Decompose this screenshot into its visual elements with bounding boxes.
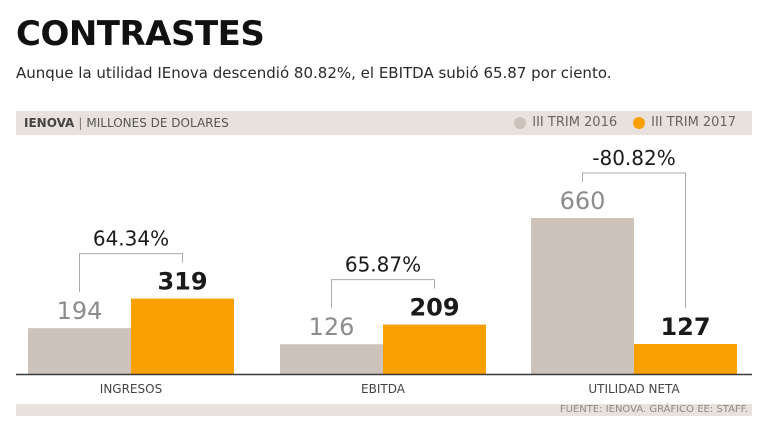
bar-2016-2: [531, 218, 634, 374]
value-label-2017-0: 319: [157, 268, 207, 296]
legend-item-2017: III TRIM 2017: [633, 115, 736, 130]
footer-band: FUENTE: IENOVA. GRÁFICO EE: STAFF.: [16, 404, 752, 416]
category-label-1: EBITDA: [361, 382, 406, 396]
legend-item-2016: III TRIM 2016: [514, 115, 617, 130]
value-label-2016-0: 194: [57, 297, 103, 325]
category-label-0: INGRESOS: [100, 382, 162, 396]
change-label-0: 64.34%: [93, 227, 169, 251]
category-label-2: UTILIDAD NETA: [588, 382, 680, 396]
bar-2017-1: [383, 324, 486, 374]
change-connector-2: [582, 172, 686, 308]
value-label-2016-1: 126: [309, 313, 355, 341]
change-label-2: -80.82%: [592, 146, 675, 170]
units-text: MILLONES DE DOLARES: [86, 116, 229, 130]
header-band: IENOVA | MILLONES DE DOLARES III TRIM 2016…: [16, 111, 752, 135]
bar-2016-0: [28, 328, 131, 374]
brand-label: IENOVA: [24, 116, 75, 130]
legend-label-2017: III TRIM 2017: [651, 115, 736, 130]
legend-swatch-2016: [514, 116, 527, 129]
value-label-2016-2: 660: [560, 187, 606, 215]
change-connector-0: [79, 253, 183, 293]
change-label-1: 65.87%: [345, 253, 421, 277]
bar-2016-1: [280, 344, 383, 374]
value-label-2017-2: 127: [660, 313, 710, 341]
bar-2017-0: [131, 298, 234, 374]
units-label: IENOVA | MILLONES DE DOLARES: [24, 116, 229, 130]
legend-label-2016: III TRIM 2016: [532, 115, 618, 130]
band-separator: |: [78, 116, 83, 130]
legend-swatch-2017: [633, 116, 646, 129]
bar-2017-2: [634, 343, 737, 374]
chart-title: CONTRASTES: [16, 14, 265, 54]
change-connector-1: [331, 279, 435, 309]
chart-subtitle: Aunque la utilidad IEnova descendió 80.8…: [16, 64, 612, 82]
source-note: FUENTE: IENOVA. GRÁFICO EE: STAFF.: [559, 404, 748, 415]
value-label-2017-1: 209: [409, 294, 459, 322]
legend: III TRIM 2016 III TRIM 2017: [514, 115, 736, 130]
